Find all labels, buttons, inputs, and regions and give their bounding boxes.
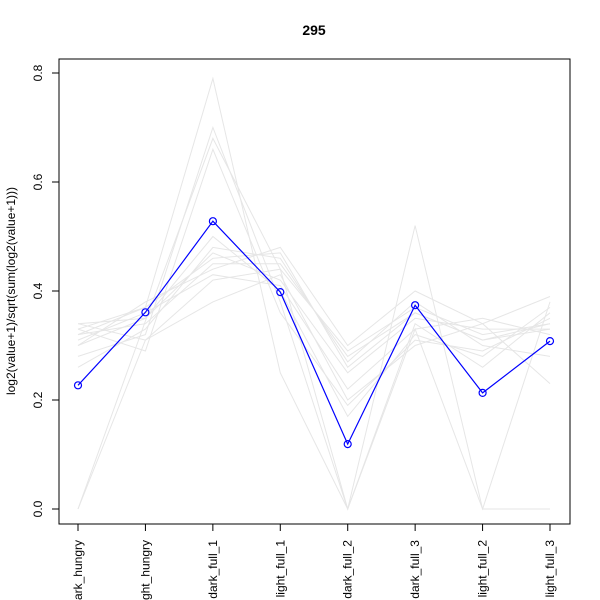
- background-series-line: [77, 274, 551, 510]
- background-series-line: [77, 137, 551, 511]
- x-tick-label: dark_full_3: [408, 540, 422, 599]
- highlight-data-point: [73, 381, 83, 390]
- highlight-data-point: [343, 440, 352, 449]
- background-series-line: [77, 252, 551, 369]
- x-tick-label: light_hungry: [138, 540, 152, 600]
- chart-title: 295: [302, 22, 326, 38]
- y-axis-label: log2(value+1)/sqrt(sum(log2(value+1))): [4, 187, 18, 395]
- y-tick-label: 0.2: [31, 391, 45, 408]
- y-tick-label: 0.4: [31, 282, 45, 299]
- highlight-data-point: [411, 301, 420, 310]
- highlight-data-point: [141, 308, 150, 317]
- highlight-series-group: [73, 217, 555, 449]
- highlight-data-point: [208, 217, 217, 226]
- x-tick-label: dark_hungry: [71, 540, 85, 600]
- y-tick-label: 0.8: [31, 64, 45, 81]
- background-series-line: [77, 274, 551, 390]
- x-tick-label: light_full_3: [543, 540, 557, 598]
- x-tick-label: light_full_1: [273, 540, 287, 598]
- background-series-line: [77, 126, 551, 511]
- x-tick-label: dark_full_1: [206, 540, 220, 599]
- highlight-series-line: [77, 220, 551, 446]
- y-axis: 0.0 0.2 0.4 0.6 0.8: [31, 64, 59, 517]
- highlight-data-point: [276, 288, 285, 297]
- background-series-line: [77, 147, 551, 407]
- highlight-data-point: [478, 388, 487, 397]
- background-series-line: [77, 235, 551, 418]
- x-tick-label: dark_full_2: [341, 540, 355, 599]
- y-tick-label: 0.6: [31, 173, 45, 190]
- y-tick-label: 0.0: [31, 500, 45, 517]
- highlight-data-point: [545, 337, 555, 346]
- plot-frame: [58, 58, 571, 525]
- background-series-line: [77, 76, 550, 511]
- x-tick-label: light_full_2: [476, 540, 490, 598]
- background-series-group: [77, 76, 551, 511]
- x-axis: dark_hungry light_hungry dark_full_1 light_…: [71, 524, 557, 600]
